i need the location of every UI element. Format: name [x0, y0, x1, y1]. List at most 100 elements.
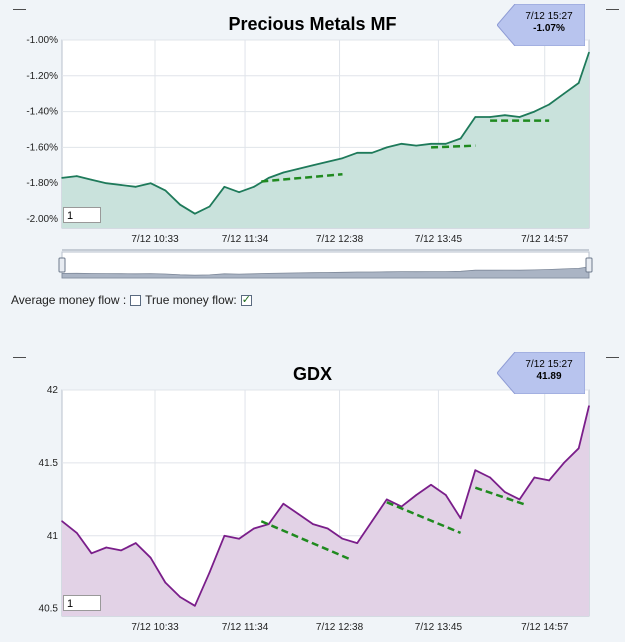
series-point: [459, 517, 462, 520]
series-point: [75, 532, 78, 534]
series-point: [415, 494, 418, 496]
series-point: [489, 476, 491, 479]
zoom-input-gdx[interactable]: 1: [63, 595, 101, 611]
series-point: [120, 184, 122, 186]
series-area: [62, 406, 589, 616]
series-point: [504, 114, 506, 116]
series-point: [533, 110, 536, 113]
y-tick-label: 41.5: [39, 458, 59, 469]
series-point: [90, 552, 93, 555]
navigator-handle-right: [585, 257, 593, 273]
y-tick-label: 40.5: [39, 604, 59, 615]
series-point: [445, 494, 447, 496]
series-point: [326, 160, 329, 163]
series-point: [208, 571, 211, 574]
y-tick-label: -1.20%: [26, 71, 58, 82]
callout-arrow-icon: [497, 352, 585, 394]
x-tick-label: 7/12 13:45: [415, 622, 463, 633]
average-money-flow-label: Average money flow :: [11, 293, 127, 307]
y-tick-label: -1.60%: [26, 142, 58, 153]
y-tick-label: 42: [47, 385, 59, 396]
true-money-flow-checkbox[interactable]: [240, 293, 252, 306]
value-callout-gdx: 7/12 15:27 41.89: [497, 352, 585, 394]
series-point: [297, 168, 299, 170]
x-tick-label: 7/12 12:38: [316, 234, 364, 245]
trend-line: [474, 486, 528, 507]
series-point: [120, 549, 122, 552]
series-point: [518, 498, 521, 501]
average-money-flow-checkbox[interactable]: [130, 294, 142, 306]
series-point: [135, 542, 137, 544]
series-point: [164, 189, 167, 192]
y-tick-label: -1.00%: [26, 35, 58, 46]
series-point: [238, 191, 240, 193]
x-tick-label: 7/12 14:57: [521, 234, 569, 245]
series-point: [282, 502, 285, 505]
navigator-series: [61, 266, 590, 279]
series-point: [312, 164, 314, 167]
trend-line: [261, 173, 343, 183]
money-flow-options: Average money flow : True money flow:: [11, 293, 252, 307]
trend-line: [260, 520, 351, 561]
series-point: [149, 556, 152, 559]
trend-line: [386, 501, 462, 535]
x-tick-label: 7/12 14:57: [521, 622, 569, 633]
series-point: [356, 152, 359, 154]
y-tick-label: -1.40%: [26, 107, 58, 118]
navigator-handle-left: [58, 257, 66, 273]
series-point: [164, 581, 167, 584]
series-point: [474, 469, 477, 471]
series-point: [297, 513, 299, 515]
series-point: [223, 535, 226, 537]
value-callout-mf: 7/12 15:27 -1.07%: [497, 4, 585, 46]
series-point: [459, 137, 462, 140]
series-point: [400, 143, 403, 145]
x-tick-label: 7/12 10:33: [131, 234, 179, 245]
series-point: [253, 186, 255, 188]
series-point: [105, 182, 108, 185]
series-point: [445, 143, 447, 145]
series-point: [61, 177, 63, 179]
true-money-flow-label: True money flow:: [145, 293, 237, 307]
series-point: [75, 175, 78, 177]
series-point: [504, 491, 506, 493]
series-point: [371, 152, 373, 154]
series-point: [341, 537, 344, 540]
series-point: [518, 116, 521, 118]
maximize-button-panel2[interactable]: —: [606, 349, 619, 364]
callout-value: -1.07%: [533, 23, 565, 34]
series-point: [105, 546, 108, 549]
series-point: [563, 92, 565, 95]
series-point: [135, 186, 137, 188]
series-point: [149, 182, 152, 185]
series-point: [253, 527, 255, 530]
series-point: [430, 483, 432, 486]
y-tick-label: -1.80%: [26, 178, 58, 189]
x-tick-label: 7/12 10:33: [131, 622, 179, 633]
series-point: [563, 462, 565, 464]
series-point: [385, 146, 388, 149]
series-point: [179, 203, 181, 206]
series-point: [267, 177, 270, 179]
series-point: [194, 212, 196, 215]
x-tick-label: 7/12 13:45: [415, 234, 463, 245]
zoom-input-mf[interactable]: 1: [63, 207, 101, 223]
maximize-button-panel1[interactable]: —: [606, 1, 619, 16]
callout-value: 41.89: [536, 371, 562, 382]
series-point: [179, 596, 181, 598]
series-point: [588, 405, 590, 407]
x-tick-label: 7/12 11:34: [222, 622, 269, 633]
series-point: [430, 143, 432, 145]
series-point: [577, 447, 580, 450]
chart-title-mf: Precious Metals MF: [228, 14, 397, 34]
callout-time: 7/12 15:27: [525, 11, 573, 22]
series-point: [474, 116, 477, 118]
series-point: [238, 537, 240, 540]
series-area: [62, 52, 589, 228]
minimize-button-panel1[interactable]: —: [13, 1, 26, 16]
series-point: [385, 498, 388, 501]
y-tick-label: -2.00%: [26, 214, 58, 225]
minimize-button-panel2[interactable]: —: [13, 349, 26, 364]
x-tick-label: 7/12 11:34: [222, 234, 269, 245]
